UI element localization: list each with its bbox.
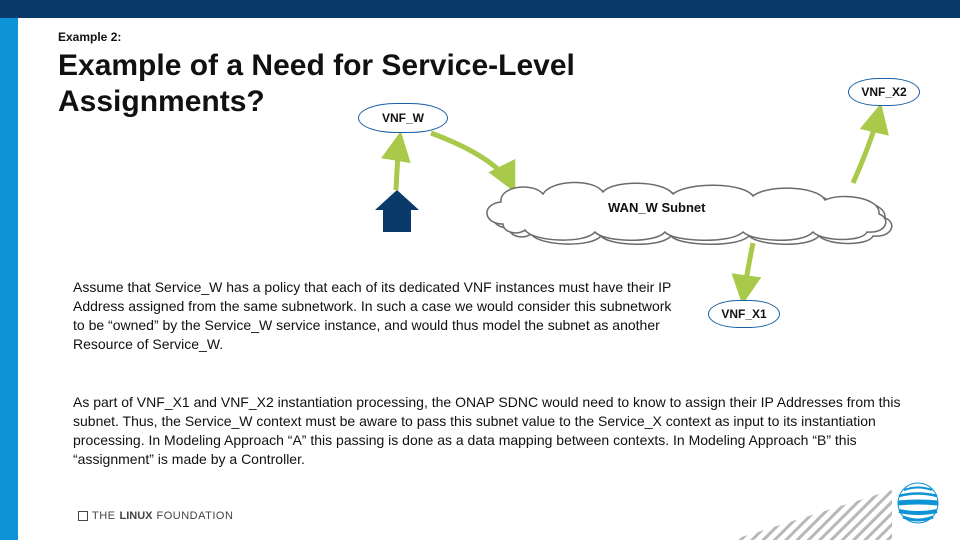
logo-text-foundation: FOUNDATION	[157, 510, 234, 522]
logo-text-the: THE	[92, 510, 116, 522]
paragraph-1: Assume that Service_W has a policy that …	[73, 278, 673, 354]
side-bar	[0, 18, 18, 540]
node-vnf-x2: VNF_X2	[848, 78, 920, 106]
node-vnf-w: VNF_W	[358, 103, 448, 133]
att-logo-icon	[896, 481, 940, 530]
paragraph-2: As part of VNF_X1 and VNF_X2 instantiati…	[73, 393, 913, 469]
node-label: VNF_W	[382, 111, 424, 125]
hatch-decoration	[732, 490, 892, 540]
cloud-wan-subnet: WAN_W Subnet	[473, 176, 893, 246]
cloud-label: WAN_W Subnet	[608, 200, 706, 215]
logo-square-icon	[78, 511, 88, 521]
top-bar	[0, 0, 960, 18]
edge-cloud-vnfx1	[743, 243, 753, 300]
content-area: Example 2: Example of a Need for Service…	[18, 18, 960, 540]
edge-cloud-vnfx2	[853, 108, 880, 183]
house-icon	[373, 188, 421, 239]
node-label: VNF_X1	[721, 307, 766, 321]
slide: Example 2: Example of a Need for Service…	[0, 0, 960, 540]
linux-foundation-logo: THE LINUX FOUNDATION	[78, 510, 233, 522]
node-vnf-x1: VNF_X1	[708, 300, 780, 328]
edge-house-vnfw	[396, 136, 400, 190]
logo-text-linux: LINUX	[120, 510, 153, 522]
node-label: VNF_X2	[861, 85, 906, 99]
